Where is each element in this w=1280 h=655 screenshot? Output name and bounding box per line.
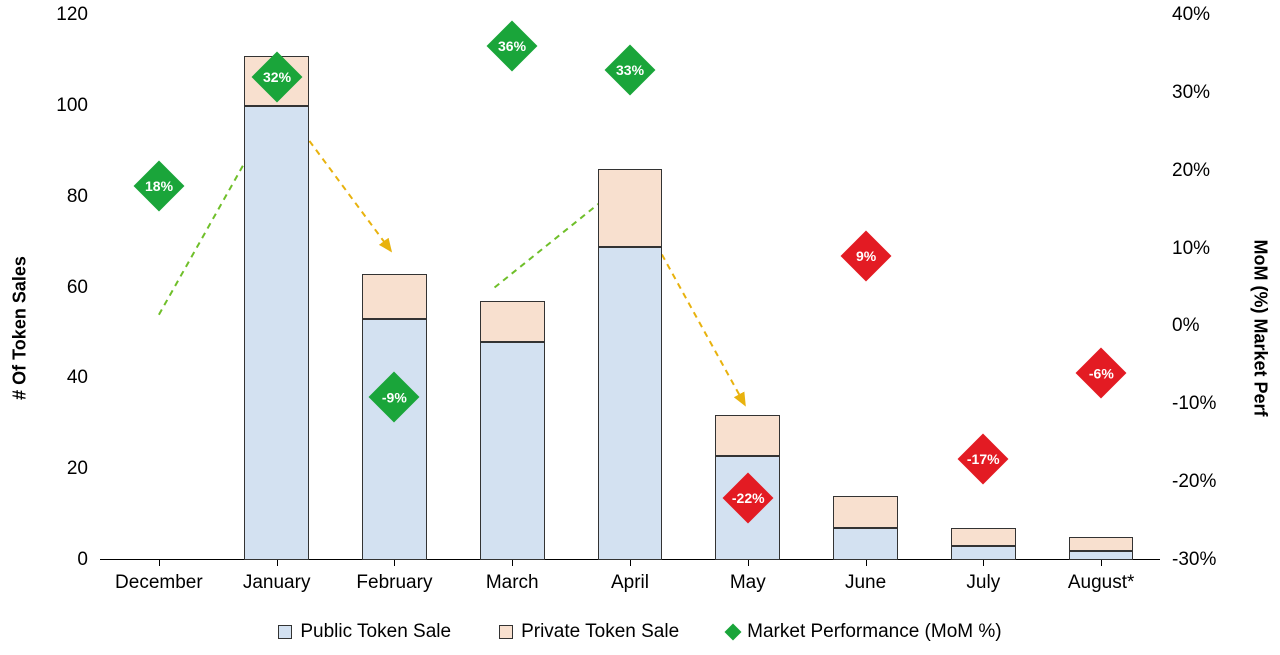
x-category-label: February	[356, 572, 432, 594]
legend-label-private: Private Token Sale	[521, 621, 679, 643]
y-left-axis-label: # Of Token Sales	[10, 178, 31, 478]
x-tick	[277, 560, 278, 566]
x-category-label: March	[486, 572, 539, 594]
market-perf-marker: 33%	[605, 44, 656, 95]
bar-private	[480, 301, 545, 342]
y-right-tick: 40%	[1172, 4, 1210, 26]
x-tick	[394, 560, 395, 566]
bar-public	[1069, 551, 1134, 560]
y-right-tick: 10%	[1172, 238, 1210, 260]
y-right-tick: 20%	[1172, 160, 1210, 182]
x-category-label: May	[730, 572, 766, 594]
legend-label-public: Public Token Sale	[300, 621, 451, 643]
y-left-tick: 100	[56, 95, 88, 117]
bar-public	[480, 342, 545, 560]
y-left-tick: 20	[67, 458, 88, 480]
market-perf-marker: 36%	[487, 21, 538, 72]
y-left-tick: 120	[56, 4, 88, 26]
bar-private	[715, 415, 780, 456]
x-tick	[630, 560, 631, 566]
y-right-axis-label: MoM (%) Market Perf	[1250, 178, 1271, 478]
y-right-tick: -30%	[1172, 549, 1216, 571]
token-sales-chart: # Of Token Sales MoM (%) Market Perf 020…	[0, 0, 1280, 655]
x-tick	[866, 560, 867, 566]
y-right-tick: -10%	[1172, 393, 1216, 415]
bar-private	[951, 528, 1016, 546]
y-right-tick: 30%	[1172, 82, 1210, 104]
legend-item-market: Market Performance (MoM %)	[727, 621, 1001, 643]
x-tick	[748, 560, 749, 566]
legend-diamond-icon	[725, 624, 742, 641]
bar-public	[951, 546, 1016, 560]
bar-private	[598, 169, 663, 246]
y-right-tick: 0%	[1172, 315, 1199, 337]
market-perf-marker: -6%	[1076, 348, 1127, 399]
bar-public	[598, 247, 663, 560]
bar-private	[833, 496, 898, 528]
x-tick	[512, 560, 513, 566]
y-left-tick: 60	[67, 277, 88, 299]
y-left-tick: 0	[77, 549, 88, 571]
x-category-label: June	[845, 572, 886, 594]
x-tick	[1101, 560, 1102, 566]
x-tick	[159, 560, 160, 566]
x-category-label: April	[611, 572, 649, 594]
bar-public	[362, 319, 427, 560]
market-perf-marker: -17%	[958, 433, 1009, 484]
bar-private	[362, 274, 427, 319]
x-category-label: August*	[1068, 572, 1135, 594]
x-category-label: July	[966, 572, 1000, 594]
legend-swatch-private	[499, 625, 513, 639]
legend-item-public: Public Token Sale	[278, 621, 451, 643]
market-perf-marker: 18%	[133, 161, 184, 212]
y-left-tick: 80	[67, 186, 88, 208]
legend: Public Token Sale Private Token Sale Mar…	[0, 621, 1280, 643]
y-right-tick: -20%	[1172, 471, 1216, 493]
x-tick	[983, 560, 984, 566]
plot-area: 020406080100120-30%-20%-10%0%10%20%30%40…	[100, 15, 1160, 560]
bar-public	[244, 106, 309, 560]
x-category-label: December	[115, 572, 203, 594]
legend-label-market: Market Performance (MoM %)	[747, 621, 1001, 643]
bar-private	[1069, 537, 1134, 551]
x-category-label: January	[243, 572, 311, 594]
bar-public	[833, 528, 898, 560]
market-perf-marker: 9%	[840, 231, 891, 282]
legend-swatch-public	[278, 625, 292, 639]
y-left-tick: 40	[67, 367, 88, 389]
legend-item-private: Private Token Sale	[499, 621, 679, 643]
